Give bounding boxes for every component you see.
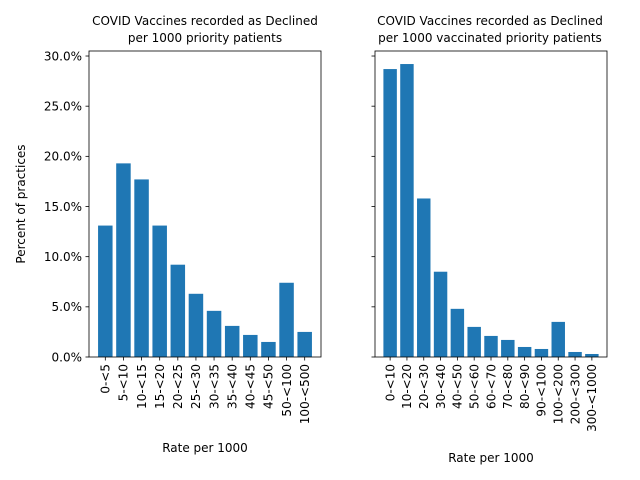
x-tick-label: 0-<10 — [383, 364, 397, 401]
bar-5-<10 — [116, 163, 131, 357]
x-tick-label: 20-<30 — [417, 364, 431, 409]
x-tick-label: 5-<10 — [117, 364, 131, 401]
x-axis-label: Rate per 1000 — [448, 451, 534, 465]
x-tick-label: 35-<40 — [225, 364, 239, 409]
x-tick-label: 90-<100 — [535, 364, 549, 417]
x-tick-label: 100-<500 — [298, 364, 312, 424]
x-tick-label: 10-<20 — [400, 364, 414, 409]
bar-70-<80 — [501, 339, 515, 357]
y-tick-label: 20.0% — [44, 150, 82, 164]
x-tick-label: 200-<300 — [568, 364, 582, 424]
bar-50-<60 — [467, 326, 481, 357]
bar-80-<90 — [517, 346, 532, 357]
x-tick-label: 70-<80 — [501, 364, 515, 409]
bar-40-<50 — [450, 308, 465, 357]
bar-35-<40 — [224, 325, 240, 357]
x-tick-label: 100-<200 — [552, 364, 566, 424]
x-tick-label: 10-<15 — [135, 364, 149, 409]
bar-30-<40 — [433, 271, 448, 357]
chart-panel-1: 0.0% 5.0% 10.0% 15.0% 20.0% 25.0% 30.0% 0-<5 5-<… — [14, 14, 322, 455]
chart-panel-2: 0-<10 10-<20 20-<30 30-<40 40-<50 50-<60 60-<7… — [371, 14, 608, 465]
bar-50-<100 — [279, 282, 294, 357]
x-tick-label: 30-<40 — [434, 364, 448, 409]
x-tick-label: 60-<70 — [484, 364, 498, 409]
bar-25-<30 — [188, 293, 204, 357]
x-tick-label: 25-<30 — [189, 364, 203, 409]
x-tick-label: 40-<50 — [451, 364, 465, 409]
x-tick-label: 20-<25 — [171, 364, 185, 409]
y-axis-label: Percent of practices — [14, 144, 28, 263]
y-tick-label: 5.0% — [52, 300, 83, 314]
bar-45-<50 — [261, 341, 276, 357]
bar-200-<300 — [568, 351, 582, 357]
x-tick-label: 45-<50 — [262, 364, 276, 409]
bar-20-<25 — [170, 264, 186, 357]
bar-0-<10 — [383, 69, 397, 357]
x-tick-label: 50-<60 — [467, 364, 481, 409]
chart-title: per 1000 vaccinated priority patients — [378, 31, 602, 45]
x-tick-label: 30-<35 — [207, 364, 221, 409]
y-tick-label: 0.0% — [52, 350, 83, 364]
bar-10-<15 — [134, 179, 149, 357]
x-tick-label: 300-<1000 — [585, 364, 599, 432]
x-tick-label: 80-<90 — [518, 364, 532, 409]
bar-30-<35 — [206, 310, 222, 357]
x-tick-label: 0-<5 — [99, 364, 113, 394]
x-axis-label: Rate per 1000 — [162, 441, 248, 455]
y-tick-label: 15.0% — [44, 200, 82, 214]
bar-300-<1000 — [585, 353, 599, 357]
y-tick-label: 30.0% — [44, 49, 82, 63]
bar-40-<45 — [243, 334, 258, 357]
bar-100-<200 — [551, 321, 565, 357]
axes-frame — [88, 50, 322, 358]
chart-title: per 1000 priority patients — [128, 31, 282, 45]
bar-20-<30 — [417, 198, 431, 357]
y-tick-label: 25.0% — [44, 99, 82, 113]
chart-title: COVID Vaccines recorded as Declined — [92, 14, 318, 28]
x-tick-label: 15-<20 — [153, 364, 167, 409]
y-tick-label: 10.0% — [44, 250, 82, 264]
bar-0-<5 — [98, 225, 113, 357]
bar-60-<70 — [484, 335, 498, 357]
bar-90-<100 — [534, 348, 549, 357]
bar-100-<500 — [297, 331, 312, 357]
bar-15-<20 — [152, 225, 167, 357]
bar-10-<20 — [400, 64, 414, 357]
x-tick-label: 40-<45 — [244, 364, 258, 409]
chart-title: COVID Vaccines recorded as Declined — [377, 14, 603, 28]
x-tick-label: 50-<100 — [280, 364, 294, 417]
